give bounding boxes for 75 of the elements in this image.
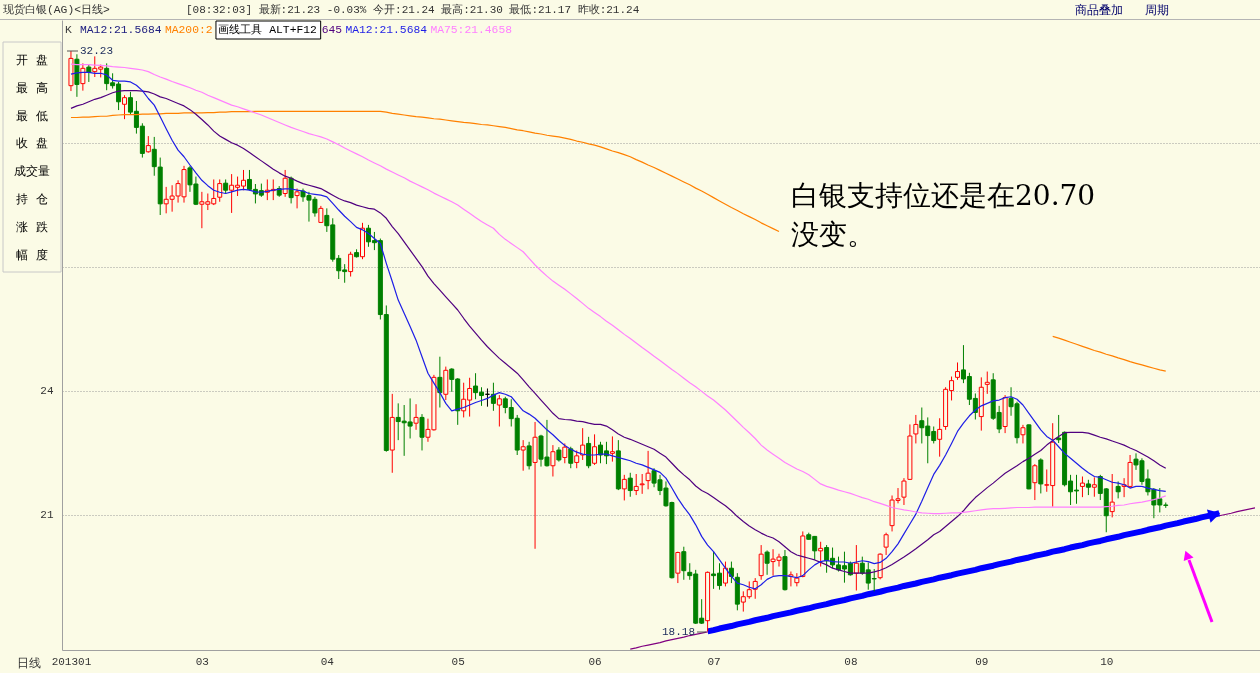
candlestick xyxy=(633,473,639,496)
candlestick xyxy=(722,561,728,587)
candlestick xyxy=(627,472,633,498)
candlestick xyxy=(758,544,764,581)
text: 最 低 xyxy=(16,110,48,124)
x-tick-label: 10 xyxy=(1100,655,1114,668)
candlestick xyxy=(443,366,449,401)
text: MA12:21.5684 xyxy=(345,24,428,36)
candlestick xyxy=(1038,457,1044,494)
candlestick xyxy=(562,442,568,464)
x-tick-label: 09 xyxy=(975,655,989,668)
candlestick xyxy=(675,551,681,584)
candlestick xyxy=(80,62,86,92)
candlestick xyxy=(794,572,800,587)
text: MA200:2 xyxy=(164,24,213,36)
candlestick xyxy=(681,546,687,581)
candlestick xyxy=(1020,424,1026,444)
text: 涨 跌 xyxy=(16,221,48,235)
candlestick xyxy=(913,414,919,444)
x-tick-label: 05 xyxy=(451,655,465,668)
candlestick xyxy=(419,413,425,451)
text: 周期 xyxy=(1145,3,1169,17)
candlestick xyxy=(550,444,556,477)
candlestick xyxy=(520,439,526,472)
text: 最 高 xyxy=(16,81,48,96)
x-tick-label: 07 xyxy=(707,655,721,668)
text: 幅 度 xyxy=(16,248,48,263)
text: 成交量 xyxy=(14,164,50,179)
chart-title: 现货白银(AG)<日线> xyxy=(3,3,110,16)
candlestick xyxy=(853,544,859,592)
y-tick-label: 21 xyxy=(40,509,54,522)
text: MA75:21.4658 xyxy=(430,24,513,36)
text: 商品叠加 xyxy=(1075,3,1123,17)
candlestick xyxy=(984,371,990,395)
candlestick xyxy=(818,541,824,568)
candlestick xyxy=(1109,473,1115,518)
candlestick xyxy=(437,356,443,408)
x-tick-label: 03 xyxy=(195,655,209,668)
annotation: 画线工具 ALT+F12 xyxy=(218,23,317,36)
x-tick-label: 08 xyxy=(844,655,858,668)
candlestick xyxy=(217,178,223,203)
candlestick xyxy=(413,403,419,431)
x-tick-label: 201301 xyxy=(51,655,92,668)
chart-subtitle: [08:32:03] 最新:21.23 -0.03% 今开:21.24 最高:21.30 最低:21.17 昨收:21.24 xyxy=(186,3,640,16)
candlestick xyxy=(937,417,943,458)
text: 持 仓 xyxy=(16,193,48,207)
x-tick-label: 04 xyxy=(320,655,335,668)
candlestick xyxy=(526,441,532,470)
candlestick xyxy=(621,474,627,501)
candlestick xyxy=(764,549,770,576)
candlestick xyxy=(122,94,128,120)
legend-label: MA12:21.5684 xyxy=(80,24,162,36)
candlestick xyxy=(901,477,907,506)
candlestick xyxy=(645,450,651,490)
candlestick xyxy=(639,473,645,495)
text: 645 xyxy=(321,24,343,36)
candlestick xyxy=(1032,463,1038,501)
candlestick xyxy=(294,188,300,209)
annotation: K xyxy=(65,24,72,36)
candlestick xyxy=(1079,475,1085,498)
text: 开 盘 xyxy=(16,54,48,68)
x-tick-label: 06 xyxy=(588,655,602,668)
candlestick xyxy=(496,394,502,427)
y-tick-label: 24 xyxy=(40,385,54,398)
candlestick xyxy=(348,251,354,278)
candlestick xyxy=(586,436,592,469)
x-axis-title: 日线 xyxy=(16,655,41,670)
candlestick xyxy=(609,435,615,463)
text: 收 盘 xyxy=(16,137,48,151)
candlestick xyxy=(1091,476,1097,498)
annotation: 白银支持位还是在20.70 没变。 xyxy=(791,179,1096,251)
candlestick xyxy=(568,446,574,469)
annotation: 18.18 xyxy=(661,626,695,638)
candlestick xyxy=(883,532,889,556)
annotation: 32.23 xyxy=(80,45,114,57)
